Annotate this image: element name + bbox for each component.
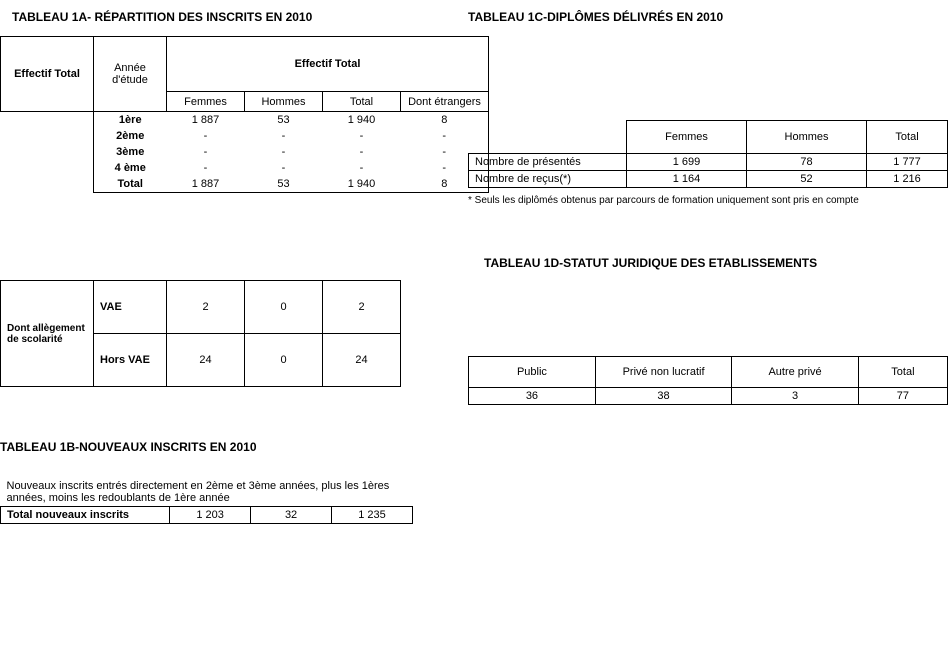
table-cell: 1 164 bbox=[627, 171, 747, 188]
table-cell: 36 bbox=[469, 388, 596, 405]
table-1c-row-1-label: Nombre de reçus(*) bbox=[469, 171, 627, 188]
table-1a-row-0-label: 1ère bbox=[94, 112, 167, 129]
table-cell: 77 bbox=[858, 388, 947, 405]
table-cell: - bbox=[245, 144, 323, 160]
table-1d-col-0: Public bbox=[469, 357, 596, 388]
table-cell: 2 bbox=[323, 281, 401, 334]
table-1a-row-3-label: 4 ème bbox=[94, 160, 167, 176]
table-cell: 1 887 bbox=[167, 176, 245, 193]
table-cell: 1 887 bbox=[167, 112, 245, 129]
table-1a-sub-row-1-label: Hors VAE bbox=[94, 334, 167, 387]
table-1a-col-1: Hommes bbox=[245, 92, 323, 112]
table-cell: - bbox=[167, 128, 245, 144]
table-cell: 32 bbox=[251, 507, 332, 524]
table-cell: - bbox=[323, 144, 401, 160]
table-1d: Public Privé non lucratif Autre privé To… bbox=[468, 356, 948, 405]
table-1c-col-0: Femmes bbox=[627, 121, 747, 154]
table-1d-col-2: Autre privé bbox=[732, 357, 859, 388]
table-cell: 1 699 bbox=[627, 154, 747, 171]
table-cell: - bbox=[323, 128, 401, 144]
table-cell: - bbox=[167, 160, 245, 176]
table-1a-row-4-label: Total bbox=[94, 176, 167, 193]
table-cell: 1 777 bbox=[867, 154, 948, 171]
table-cell: 1 940 bbox=[323, 112, 401, 129]
table-cell: 53 bbox=[245, 112, 323, 129]
table-1a-col-3: Dont étrangers bbox=[401, 92, 489, 112]
table-1a-col-year: Année d'étude bbox=[94, 37, 167, 112]
table-1a-row-2-label: 3ème bbox=[94, 144, 167, 160]
table-1b: Nouveaux inscrits entrés directement en … bbox=[0, 478, 413, 524]
table-1c-title: TABLEAU 1C-DIPLÔMES DÉLIVRÉS EN 2010 bbox=[468, 10, 723, 24]
table-1b-total-label: Total nouveaux inscrits bbox=[1, 507, 170, 524]
table-cell: 24 bbox=[167, 334, 245, 387]
table-cell: 78 bbox=[747, 154, 867, 171]
table-1a-row-1-label: 2ème bbox=[94, 128, 167, 144]
table-1a-sub: Dont allègement de scolarité VAE 2 0 2 H… bbox=[0, 280, 401, 387]
table-cell: - bbox=[245, 160, 323, 176]
table-1c-col-2: Total bbox=[867, 121, 948, 154]
table-1a-col-group: Effectif Total bbox=[167, 37, 489, 92]
table-1a-col-2: Total bbox=[323, 92, 401, 112]
table-cell: 0 bbox=[245, 281, 323, 334]
table-cell: 1 940 bbox=[323, 176, 401, 193]
table-cell: - bbox=[245, 128, 323, 144]
table-1c-col-1: Hommes bbox=[747, 121, 867, 154]
table-1a-corner: Effectif Total bbox=[1, 37, 94, 112]
table-cell: 0 bbox=[245, 334, 323, 387]
table-cell: 38 bbox=[595, 388, 731, 405]
table-1d-title: TABLEAU 1D-STATUT JURIDIQUE DES ETABLISS… bbox=[484, 256, 817, 270]
table-1a-sub-row-0-label: VAE bbox=[94, 281, 167, 334]
table-cell: 53 bbox=[245, 176, 323, 193]
table-cell: 1 203 bbox=[170, 507, 251, 524]
table-1a-sub-label: Dont allègement de scolarité bbox=[1, 281, 94, 387]
table-cell: - bbox=[167, 144, 245, 160]
table-cell: - bbox=[323, 160, 401, 176]
table-cell: 2 bbox=[167, 281, 245, 334]
table-1b-desc: Nouveaux inscrits entrés directement en … bbox=[1, 478, 413, 507]
table-1a: Effectif Total Année d'étude Effectif To… bbox=[0, 36, 489, 193]
table-cell: 1 235 bbox=[332, 507, 413, 524]
table-1c-note: * Seuls les diplômés obtenus par parcour… bbox=[468, 195, 859, 206]
table-cell: 24 bbox=[323, 334, 401, 387]
table-1c-row-0-label: Nombre de présentés bbox=[469, 154, 627, 171]
table-1a-title: TABLEAU 1A- RÉPARTITION DES INSCRITS EN … bbox=[12, 10, 312, 24]
table-cell: 1 216 bbox=[867, 171, 948, 188]
table-1d-col-3: Total bbox=[858, 357, 947, 388]
table-1b-title: TABLEAU 1B-NOUVEAUX INSCRITS EN 2010 bbox=[0, 440, 257, 454]
table-cell: 3 bbox=[732, 388, 859, 405]
table-1a-col-0: Femmes bbox=[167, 92, 245, 112]
table-cell: 52 bbox=[747, 171, 867, 188]
table-1c: Femmes Hommes Total Nombre de présentés … bbox=[468, 120, 948, 188]
table-1d-col-1: Privé non lucratif bbox=[595, 357, 731, 388]
